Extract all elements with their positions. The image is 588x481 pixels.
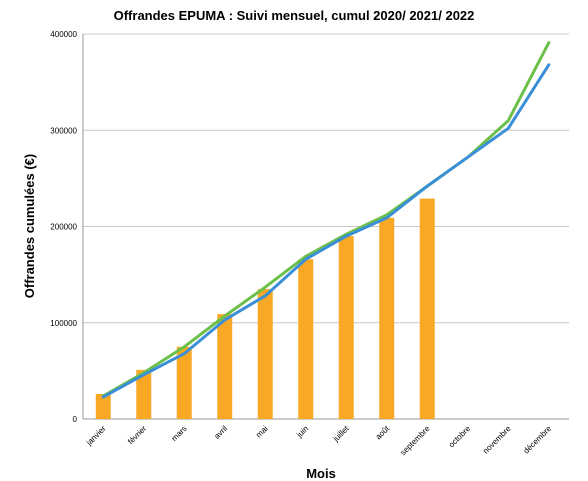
y-tick-label: 300000 <box>50 126 77 135</box>
bar <box>176 346 192 419</box>
y-tick-label: 100000 <box>50 319 77 328</box>
y-tick-label: 400000 <box>50 30 77 39</box>
line-layer <box>101 41 551 399</box>
y-axis-title: Offrandes cumulées (€) <box>22 154 37 299</box>
series-line-2 <box>101 63 551 399</box>
bar <box>379 217 395 419</box>
grid-layer <box>82 33 569 420</box>
x-axis-title: Mois <box>306 466 336 481</box>
y-tick-label: 200000 <box>50 223 77 232</box>
bar <box>95 393 111 419</box>
bar <box>298 259 314 419</box>
bar <box>338 236 354 419</box>
bar <box>419 198 435 419</box>
bar <box>217 314 233 419</box>
bar-layer <box>95 198 435 419</box>
bar <box>257 289 273 419</box>
bar <box>136 369 152 419</box>
y-tick-label: 0 <box>73 415 78 424</box>
chart-title: Offrandes EPUMA : Suivi mensuel, cumul 2… <box>114 8 475 23</box>
